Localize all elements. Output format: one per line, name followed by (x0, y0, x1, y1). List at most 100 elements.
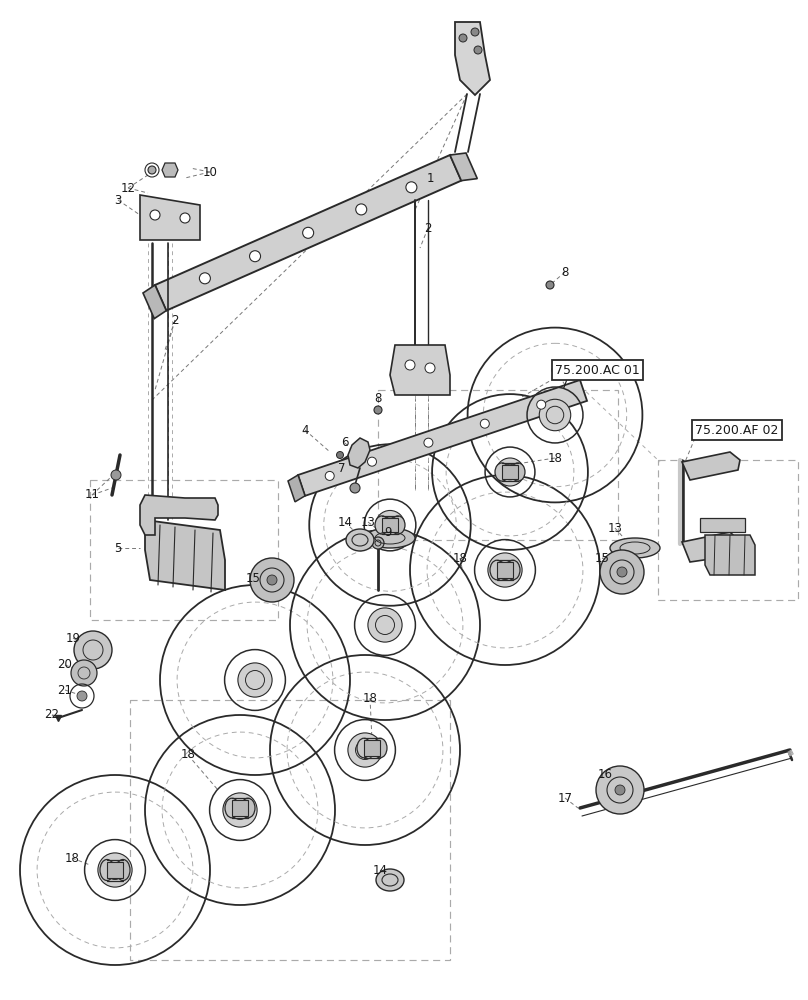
Polygon shape (107, 862, 123, 878)
Text: 4: 4 (301, 424, 309, 436)
Circle shape (488, 553, 522, 587)
Ellipse shape (357, 738, 371, 758)
Polygon shape (232, 800, 248, 816)
Ellipse shape (376, 869, 404, 891)
Text: 18: 18 (363, 692, 377, 704)
Text: 18: 18 (180, 748, 196, 762)
Ellipse shape (373, 738, 387, 758)
Circle shape (223, 793, 257, 827)
Circle shape (148, 166, 156, 174)
Ellipse shape (511, 463, 525, 481)
Circle shape (111, 470, 121, 480)
Polygon shape (455, 22, 490, 95)
Circle shape (98, 853, 132, 887)
Polygon shape (390, 345, 450, 395)
Text: 12: 12 (120, 182, 136, 194)
Ellipse shape (610, 538, 660, 558)
Bar (658, 460, 798, 600)
Circle shape (376, 510, 405, 540)
Text: 9: 9 (385, 526, 392, 538)
Circle shape (238, 663, 272, 697)
Text: 14: 14 (338, 516, 352, 528)
Text: 14: 14 (372, 863, 388, 876)
Text: 15: 15 (595, 552, 609, 564)
Circle shape (336, 452, 343, 458)
Circle shape (424, 438, 433, 447)
Circle shape (539, 399, 570, 431)
Polygon shape (450, 153, 478, 181)
Text: 17: 17 (558, 792, 573, 804)
Polygon shape (143, 285, 166, 319)
Circle shape (374, 406, 382, 414)
Ellipse shape (346, 529, 374, 551)
Polygon shape (155, 155, 461, 311)
Ellipse shape (391, 516, 405, 534)
Circle shape (325, 471, 335, 480)
Polygon shape (382, 518, 398, 532)
Circle shape (617, 567, 627, 577)
Polygon shape (298, 380, 587, 496)
Circle shape (615, 785, 625, 795)
Bar (90, 480, 278, 620)
Text: 8: 8 (562, 265, 569, 278)
Polygon shape (497, 562, 513, 578)
Text: 19: 19 (65, 632, 81, 645)
Circle shape (77, 691, 87, 701)
Circle shape (71, 660, 97, 686)
Text: 5: 5 (114, 542, 122, 554)
Text: 2: 2 (171, 314, 179, 326)
Ellipse shape (100, 859, 114, 880)
Circle shape (546, 281, 554, 289)
Circle shape (250, 558, 294, 602)
Polygon shape (364, 740, 380, 756)
Polygon shape (682, 452, 740, 480)
Text: 7: 7 (562, 378, 569, 391)
Circle shape (150, 210, 160, 220)
Polygon shape (682, 532, 740, 562)
Text: 2: 2 (424, 222, 431, 234)
Text: 8: 8 (374, 391, 381, 404)
Circle shape (348, 733, 382, 767)
Circle shape (459, 34, 467, 42)
Polygon shape (288, 475, 305, 502)
Polygon shape (140, 195, 200, 240)
Polygon shape (145, 520, 225, 590)
Circle shape (406, 182, 417, 193)
Text: 75.200.AF 02: 75.200.AF 02 (695, 424, 778, 436)
Text: 10: 10 (203, 165, 217, 178)
Polygon shape (502, 465, 518, 479)
Text: 75.200.AC 01: 75.200.AC 01 (555, 363, 640, 376)
Ellipse shape (225, 798, 239, 818)
Circle shape (496, 458, 524, 486)
Text: 18: 18 (452, 552, 468, 564)
Circle shape (356, 204, 367, 215)
Ellipse shape (116, 859, 130, 880)
Polygon shape (705, 535, 755, 575)
Polygon shape (140, 495, 218, 535)
Bar (700, 518, 745, 532)
Circle shape (368, 457, 377, 466)
Text: 20: 20 (57, 658, 73, 672)
Circle shape (267, 575, 277, 585)
Text: 15: 15 (246, 572, 260, 584)
Ellipse shape (375, 516, 389, 534)
Polygon shape (162, 163, 178, 177)
Bar (378, 390, 618, 540)
Polygon shape (348, 438, 370, 468)
Text: 13: 13 (360, 516, 376, 528)
Text: 13: 13 (608, 522, 622, 534)
Circle shape (372, 537, 384, 549)
Text: 16: 16 (597, 768, 612, 782)
Circle shape (200, 273, 210, 284)
Text: 1: 1 (427, 172, 434, 184)
Text: 11: 11 (85, 488, 99, 502)
Circle shape (425, 363, 435, 373)
Ellipse shape (495, 463, 509, 481)
Circle shape (596, 766, 644, 814)
Ellipse shape (241, 798, 255, 818)
Circle shape (303, 227, 314, 238)
Text: 22: 22 (44, 708, 60, 722)
Text: 3: 3 (114, 194, 122, 207)
Text: 7: 7 (339, 462, 346, 475)
Circle shape (471, 28, 479, 36)
